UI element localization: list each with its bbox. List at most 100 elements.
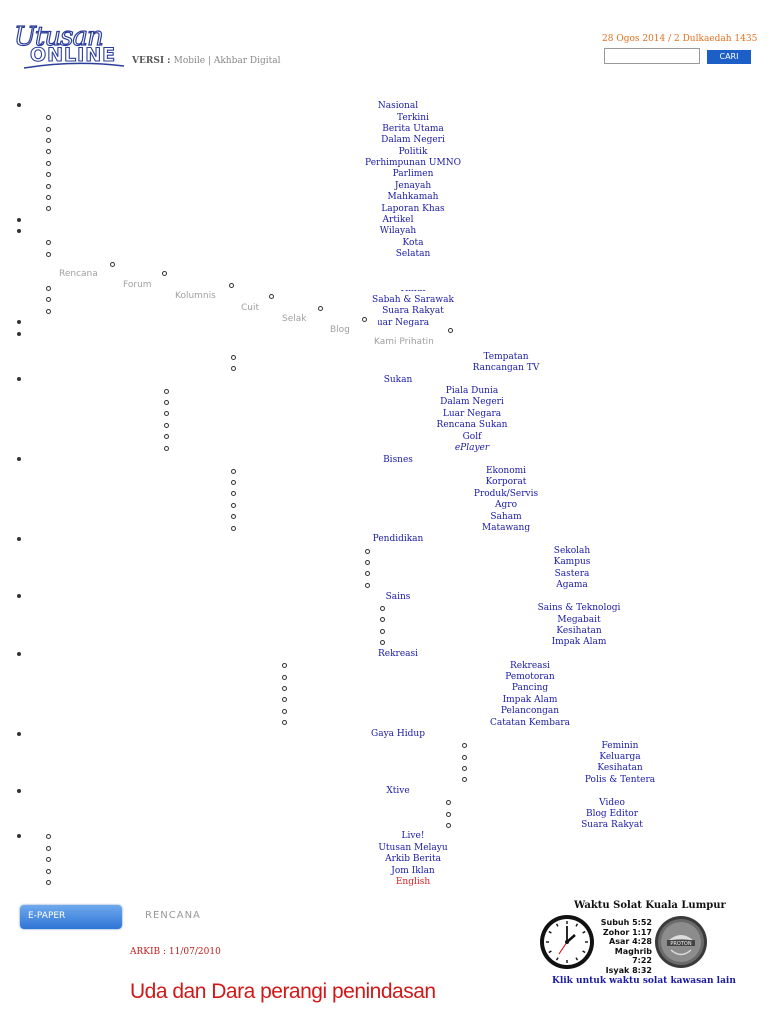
nav-impak-alam-2[interactable]: Impak Alam [502,695,558,705]
nav-golf[interactable]: Golf [462,432,482,442]
search-button[interactable]: CARI [707,50,751,64]
nav-kolumnis[interactable]: Kolumnis [175,291,216,301]
nav-arkib-berita[interactable]: Arkib Berita [385,854,441,864]
nav-suara-rakyat[interactable]: Suara Rakyat [382,306,444,316]
nav-rekreasi-sub[interactable]: Rekreasi [509,661,551,671]
nav-wilayah[interactable]: Wilayah [379,226,417,236]
sub-bullet [46,195,51,200]
proton-logo-icon[interactable]: PROTON [654,915,708,969]
nav-sekolah[interactable]: Sekolah [553,546,591,556]
nav-ekonomi[interactable]: Ekonomi [485,466,527,476]
nav-luar-negara[interactable]: Luar Negara [370,318,430,328]
sub-bullet [46,834,51,839]
sub-bullet [462,743,467,748]
nav-politik[interactable]: Politik [398,147,428,157]
nav-sains[interactable]: Sains [385,592,411,602]
nav-jenayah[interactable]: Jenayah [394,181,432,191]
nav-dalam-negeri[interactable]: Dalam Negeri [381,135,445,145]
sub-bullet [448,328,453,333]
nav-bisnes[interactable]: Bisnes [383,455,413,465]
nav-matawang[interactable]: Matawang [481,523,531,533]
nav-kesihatan-2[interactable]: Kesihatan [597,763,643,773]
sub-bullet [231,491,236,496]
bullet [17,732,21,736]
solat-other-area-link[interactable]: Klik untuk waktu solat kawasan lain [552,976,736,986]
nav-kampus[interactable]: Kampus [553,557,591,567]
nav-gaya-hidup[interactable]: Gaya Hidup [371,729,425,739]
nav-cuit[interactable]: Cuit [241,303,260,313]
nav-blog[interactable]: Blog [330,325,350,335]
nav-produk-servis[interactable]: Produk/Servis [473,489,539,499]
nav-sukan-dalam-negeri[interactable]: Dalam Negeri [440,397,504,407]
nav-utusan-melayu[interactable]: Utusan Melayu [378,843,448,853]
nav-sains-teknologi[interactable]: Sains & Teknologi [537,603,621,613]
nav-eplayer[interactable]: ePlayer [454,443,490,453]
nav-kami-prihatin[interactable]: Kami Prihatin [374,337,434,347]
nav-terkini[interactable]: Terkini [397,113,429,123]
nav-mahkamah[interactable]: Mahkamah [387,192,439,202]
nav-keluarga[interactable]: Keluarga [599,752,641,762]
nav-korporat[interactable]: Korporat [485,477,527,487]
solat-asar: Asar 4:28 [609,937,652,946]
nav-video[interactable]: Video [599,798,625,808]
nav-pemotoran[interactable]: Pemotoran [505,672,555,682]
nav-impak-alam[interactable]: Impak Alam [551,637,607,647]
versi-links[interactable]: Mobile | Akhbar Digital [173,56,281,66]
sub-bullet [46,880,51,885]
nav-rencana[interactable]: Rencana [59,269,98,279]
nav-kota[interactable]: Kota [402,238,424,248]
arkib-date: ARKIB : 11/07/2010 [130,947,221,957]
nav-berita-utama[interactable]: Berita Utama [382,124,444,134]
nav-polis-tentera[interactable]: Polis & Tentera [584,775,656,785]
sub-bullet [282,686,287,691]
nav-pendidikan[interactable]: Pendidikan [372,534,424,544]
nav-pancing[interactable]: Pancing [511,683,549,693]
nav-sastera[interactable]: Sastera [554,569,590,579]
nav-saham[interactable]: Saham [490,512,522,522]
nav-forum[interactable]: Forum [123,280,152,290]
sub-bullet [231,480,236,485]
nav-parlimen[interactable]: Parlimen [392,169,434,179]
bullet [17,218,21,222]
nav-blog-editor[interactable]: Blog Editor [585,809,639,819]
nav-timur[interactable]: Timur [399,284,427,294]
bullet [17,332,21,336]
nav-sabah-sarawak[interactable]: Sabah & Sarawak [372,295,454,305]
utusan-online-logo[interactable]: Utusan ONLINE [13,21,126,72]
nav-catatan-kembara[interactable]: Catatan Kembara [489,718,571,728]
nav-pelancongan[interactable]: Pelancongan [500,706,560,716]
nav-sukan[interactable]: Sukan [383,375,413,385]
sub-bullet [365,571,370,576]
nav-tempatan[interactable]: Tempatan [483,352,529,362]
sub-bullet [164,400,169,405]
sub-bullet [365,583,370,588]
search-input[interactable] [604,48,700,64]
nav-selatan[interactable]: Selatan [395,249,431,259]
nav-artikel[interactable]: Artikel [382,215,414,225]
nav-live[interactable]: Live! [401,831,425,841]
nav-rancangan-tv[interactable]: Rancangan TV [472,363,540,373]
nav-kesihatan[interactable]: Kesihatan [556,626,602,636]
versi-label: VERSI : [132,56,174,66]
nav-rekreasi[interactable]: Rekreasi [377,649,419,659]
sub-bullet [231,503,236,508]
sub-bullet [46,206,51,211]
sub-bullet [231,366,236,371]
nav-selak[interactable]: Selak [282,314,307,324]
nav-xtive[interactable]: Xtive [386,786,410,796]
nav-suara-rakyat-2[interactable]: Suara Rakyat [581,820,643,830]
nav-megabait[interactable]: Megabait [557,615,601,625]
nav-feminin[interactable]: Feminin [601,741,639,751]
nav-laporan-khas[interactable]: Laporan Khas [381,204,445,214]
nav-nasional[interactable]: Nasional [377,101,419,111]
sub-bullet [46,286,51,291]
nav-agama[interactable]: Agama [556,580,588,590]
nav-rencana-sukan[interactable]: Rencana Sukan [436,420,508,430]
nav-jom-iklan[interactable]: Jom Iklan [391,866,435,876]
nav-perhimpunan-umno[interactable]: Perhimpunan UMNO [365,158,461,168]
epaper-button[interactable]: E-PAPER [20,905,122,929]
nav-sukan-luar-negara[interactable]: Luar Negara [442,409,502,419]
nav-agro[interactable]: Agro [495,500,517,510]
nav-piala-dunia[interactable]: Piala Dunia [445,386,499,396]
nav-english[interactable]: English [395,877,431,887]
